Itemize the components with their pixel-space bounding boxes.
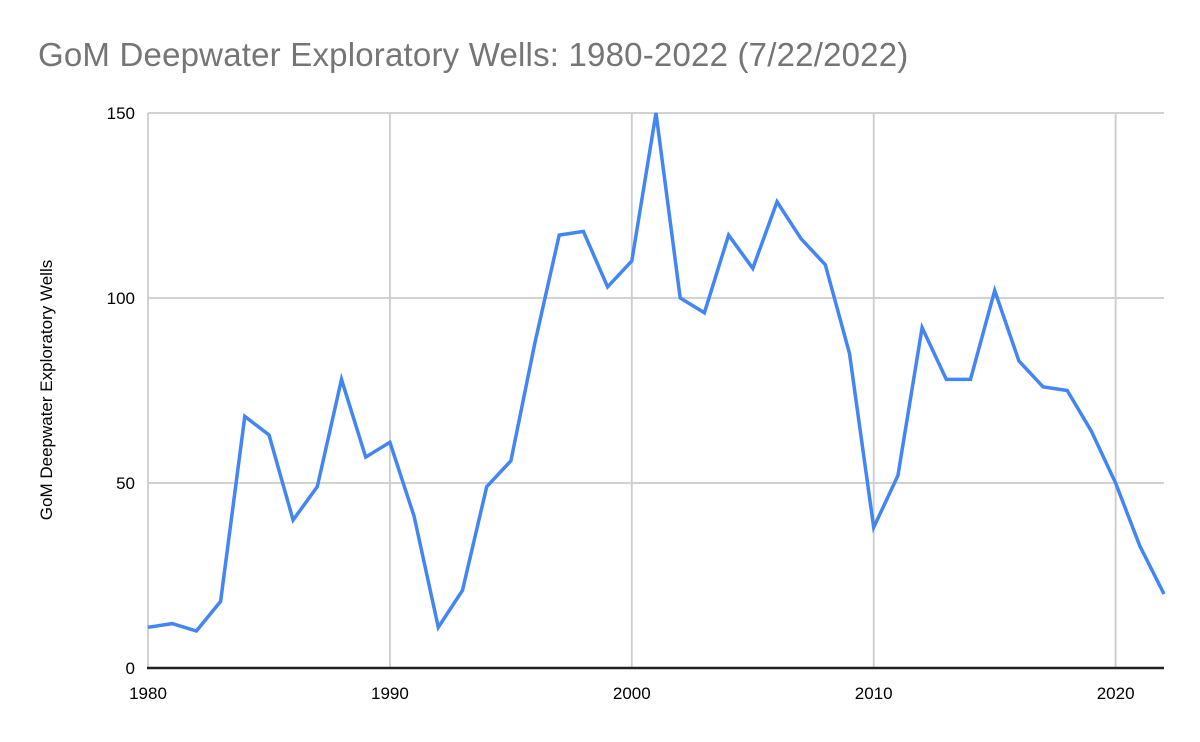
y-axis-title: GoM Deepwater Exploratory Wells bbox=[37, 259, 56, 521]
x-tick-label: 2020 bbox=[1097, 684, 1135, 703]
y-tick-label: 100 bbox=[107, 289, 135, 308]
x-tick-label: 1990 bbox=[371, 684, 409, 703]
x-tick-label: 2010 bbox=[855, 684, 893, 703]
x-tick-label: 2000 bbox=[613, 684, 651, 703]
chart-title: GoM Deepwater Exploratory Wells: 1980-20… bbox=[38, 36, 909, 73]
x-tick-label: 1980 bbox=[129, 684, 167, 703]
y-tick-label: 150 bbox=[107, 104, 135, 123]
y-tick-label: 0 bbox=[126, 659, 135, 678]
y-tick-label: 50 bbox=[116, 474, 135, 493]
data-line-gom-deepwater-exploratory-wells bbox=[147, 112, 1166, 634]
